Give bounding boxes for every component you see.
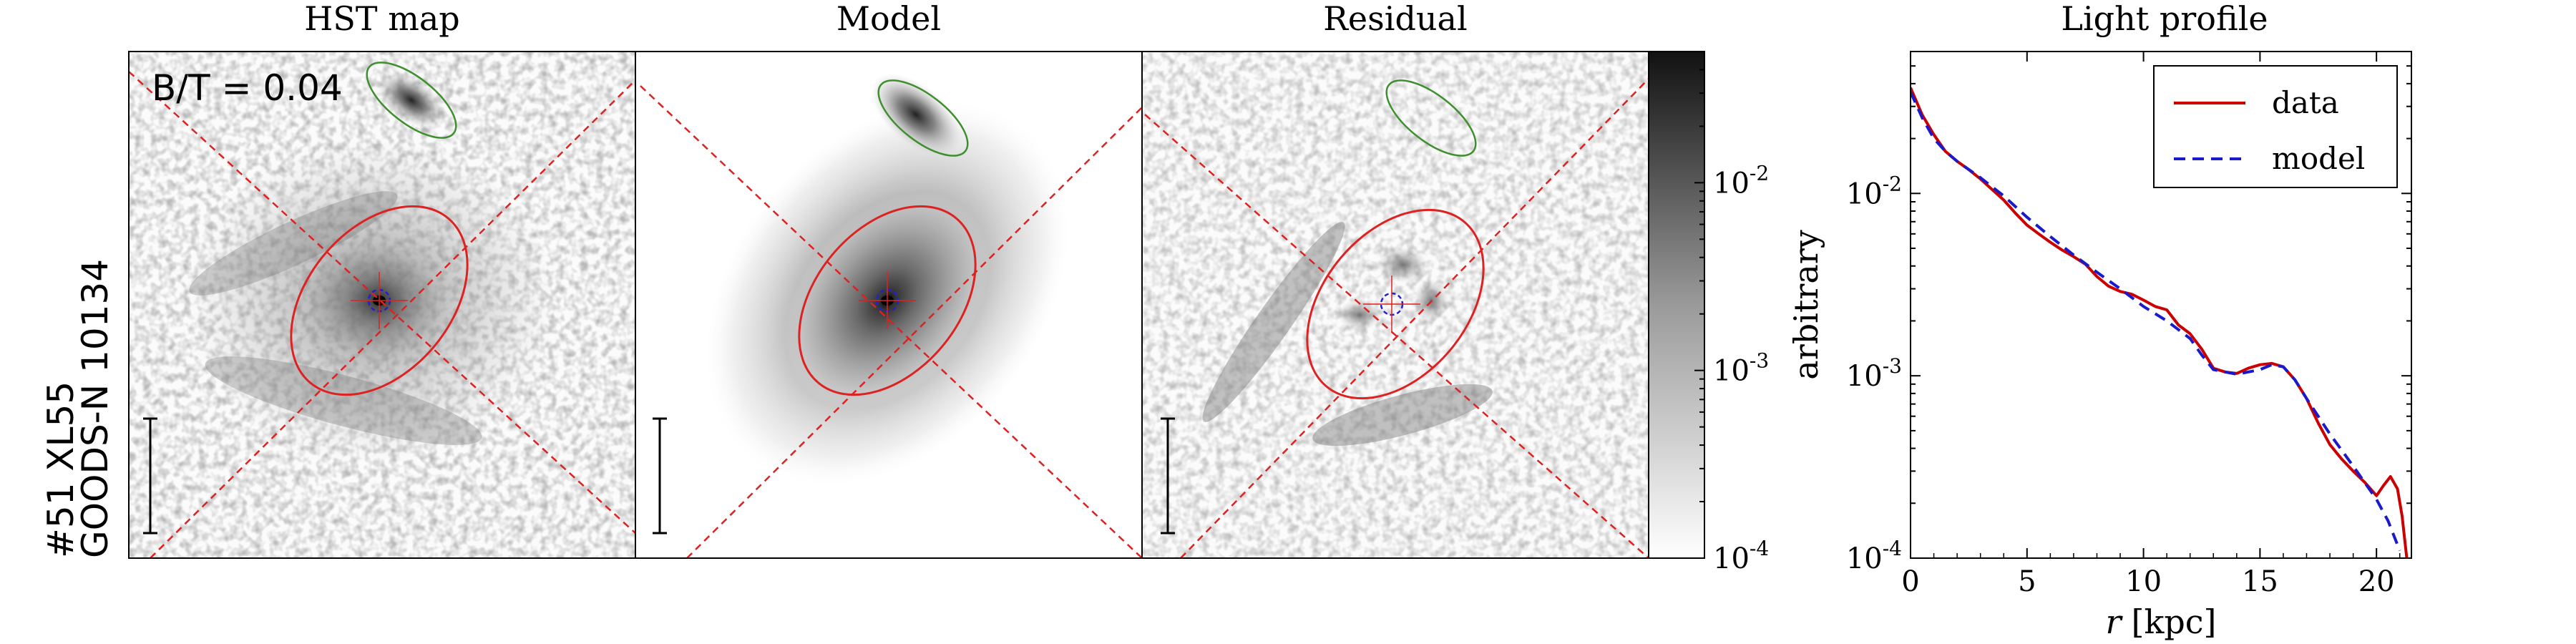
chart-xlabel: r [kpc] xyxy=(2106,602,2217,641)
plot-frame xyxy=(1910,51,2412,559)
y-tick-label: 10-3 xyxy=(1846,354,1902,393)
model-diagonal-1 xyxy=(640,85,1142,558)
x-tick-label: 10 xyxy=(2125,565,2162,598)
residual-knot-2 xyxy=(1338,299,1381,331)
model-panel: Model xyxy=(635,0,1143,559)
residual-arm-left xyxy=(1202,222,1345,422)
colorbar-tick-label: 10-3 xyxy=(1713,349,1769,388)
plot-series xyxy=(1911,87,2409,558)
x-tick-label: 5 xyxy=(2018,565,2036,598)
x-tick-label: 0 xyxy=(1901,565,1919,598)
model-red-ellipse xyxy=(798,205,977,396)
hst-spiral-arm-lower xyxy=(205,356,482,445)
series-data-line xyxy=(1911,87,2409,558)
hst-diagonal-2 xyxy=(150,79,635,558)
residual-diagonal-1 xyxy=(1144,114,1649,558)
residual-green-ellipse xyxy=(1385,79,1477,157)
residual-noise xyxy=(1142,52,1649,558)
colorbar-frame xyxy=(1648,51,1705,559)
bt-annotation: B/T = 0.04 xyxy=(152,67,343,109)
series-model-line xyxy=(1911,91,2401,552)
x-tick-label: 15 xyxy=(2242,565,2278,598)
hst-spiral-arm-upper xyxy=(189,191,398,296)
residual-red-ellipse xyxy=(1306,208,1485,400)
object-label: #51 XL55 GOODS-N 10134 xyxy=(40,259,116,558)
colorbar: 10-2 10-3 10-4 xyxy=(1648,51,1769,575)
hst-green-ellipse xyxy=(366,62,457,139)
colorbar-ticks: 10-2 10-3 10-4 xyxy=(1694,51,1769,575)
residual-panel: Residual xyxy=(1141,0,1649,559)
residual-panel-title: Residual xyxy=(1323,0,1467,38)
legend-label-data: data xyxy=(2272,85,2339,120)
colorbar-gradient xyxy=(1649,52,1704,558)
chart-xlabel-unit: [kpc] xyxy=(2132,602,2217,641)
chart-title: Light profile xyxy=(2061,0,2268,38)
object-label-line2: GOODS-N 10134 xyxy=(74,259,116,558)
legend-box xyxy=(2153,65,2398,188)
model-green-ellipse xyxy=(877,79,969,157)
hst-diagonal-1 xyxy=(129,71,635,534)
model-diagonal-2 xyxy=(686,107,1142,558)
chart-legend: data model xyxy=(2153,65,2398,188)
residual-diagonal-2 xyxy=(1180,78,1649,558)
chart-xlabel-var: r xyxy=(2106,602,2124,641)
model-satellite xyxy=(871,73,961,156)
y-tick-label: 10-2 xyxy=(1846,172,1902,210)
residual-knot-1 xyxy=(1377,247,1428,283)
residual-arm-lower xyxy=(1312,384,1493,447)
colorbar-tick-label: 10-2 xyxy=(1713,161,1769,200)
chart-ylabel: arbitrary xyxy=(1787,230,1825,379)
hst-red-ellipse xyxy=(290,205,469,396)
model-panel-title: Model xyxy=(836,0,941,38)
y-tick-label: 10-4 xyxy=(1846,537,1902,575)
colorbar-tick-label: 10-4 xyxy=(1713,537,1769,575)
hst-satellite xyxy=(376,72,447,129)
light-profile-chart: Light profile arbitrary r [kpc] 0 5 10 15 20 1… xyxy=(1787,0,2412,641)
x-tick-label: 20 xyxy=(2358,565,2395,598)
hst-panel-title: HST map xyxy=(304,0,459,38)
hst-map-panel: HST map B/T = 0.04 xyxy=(128,0,636,559)
legend-label-model: model xyxy=(2272,141,2365,176)
object-label-line1: #51 XL55 xyxy=(40,381,82,558)
